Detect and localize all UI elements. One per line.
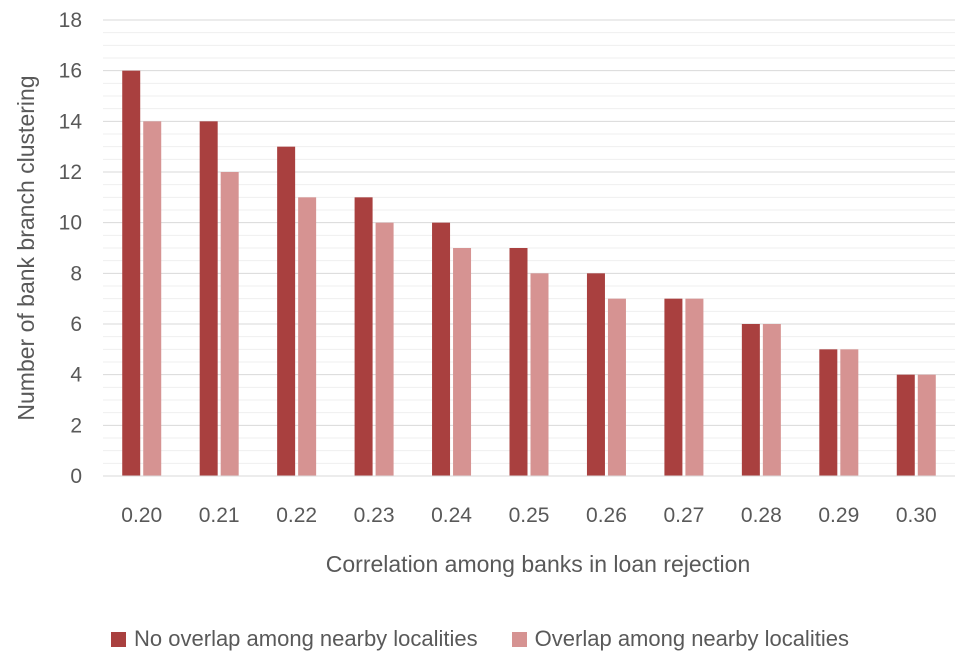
bar-overlap-0.30 — [917, 374, 936, 476]
legend-label-no-overlap: No overlap among nearby localities — [134, 626, 478, 651]
y-axis-ticks: 0 2 4 6 8 10 12 14 16 18 — [59, 9, 83, 488]
x-axis-ticks: 0.20 0.21 0.22 0.23 0.24 0.25 0.26 0.27 0.28 0.29… — [121, 504, 936, 527]
y-tick-label: 10 — [59, 212, 82, 235]
bar-no-overlap-0.28 — [741, 324, 760, 476]
x-axis-title: Correlation among banks in loan rejectio… — [326, 551, 750, 577]
x-tick-label: 0.21 — [199, 504, 240, 527]
y-tick-label: 16 — [59, 60, 82, 83]
bar-overlap-0.20 — [143, 121, 162, 476]
bar-no-overlap-0.22 — [277, 146, 296, 476]
x-tick-label: 0.20 — [121, 504, 162, 527]
bar-overlap-0.28 — [762, 324, 781, 476]
x-tick-label: 0.28 — [741, 504, 782, 527]
y-tick-label: 4 — [70, 364, 82, 387]
y-tick-label: 8 — [70, 262, 82, 285]
bar-no-overlap-0.20 — [122, 70, 141, 477]
legend-item-no-overlap: No overlap among nearby localities — [111, 626, 478, 652]
bar-no-overlap-0.21 — [199, 121, 218, 476]
y-tick-label: 14 — [59, 110, 83, 133]
x-tick-label: 0.26 — [586, 504, 627, 527]
bar-no-overlap-0.29 — [819, 349, 838, 476]
y-tick-label: 18 — [59, 9, 82, 32]
x-tick-label: 0.30 — [896, 504, 937, 527]
x-tick-label: 0.22 — [276, 504, 317, 527]
bar-overlap-0.23 — [375, 222, 394, 476]
legend-item-overlap: Overlap among nearby localities — [511, 626, 849, 652]
legend-label-overlap: Overlap among nearby localities — [534, 626, 849, 651]
bar-chart: 0 2 4 6 8 10 12 14 16 18 0.20 0.21 0.22 0.23 0.24 0.25… — [13, 9, 955, 577]
bar-overlap-0.21 — [220, 172, 239, 476]
y-tick-label: 0 — [70, 465, 82, 488]
bar-overlap-0.25 — [530, 273, 549, 476]
legend-swatch-no-overlap — [111, 631, 127, 647]
bar-no-overlap-0.24 — [432, 222, 451, 476]
x-tick-label: 0.29 — [818, 504, 859, 527]
x-tick-label: 0.24 — [431, 504, 472, 527]
x-tick-label: 0.27 — [663, 504, 704, 527]
bar-no-overlap-0.25 — [509, 248, 528, 476]
legend: No overlap among nearby localities Overl… — [0, 622, 960, 656]
bar-overlap-0.27 — [685, 298, 704, 476]
y-tick-label: 6 — [70, 313, 82, 336]
bar-overlap-0.26 — [607, 298, 626, 476]
bar-overlap-0.29 — [840, 349, 859, 476]
gridlines — [103, 19, 955, 477]
bar-no-overlap-0.30 — [896, 374, 915, 476]
bar-overlap-0.24 — [453, 248, 472, 476]
bar-no-overlap-0.27 — [664, 298, 683, 476]
y-axis-title: Number of bank branch clustering — [13, 75, 39, 420]
bar-overlap-0.22 — [298, 197, 317, 477]
bar-no-overlap-0.26 — [586, 273, 605, 476]
legend-swatch-overlap — [511, 631, 527, 647]
bar-no-overlap-0.23 — [354, 197, 373, 477]
y-tick-label: 12 — [59, 161, 82, 184]
y-tick-label: 2 — [70, 414, 82, 437]
x-tick-label: 0.23 — [354, 504, 395, 527]
bars — [122, 70, 936, 477]
x-tick-label: 0.25 — [509, 504, 550, 527]
